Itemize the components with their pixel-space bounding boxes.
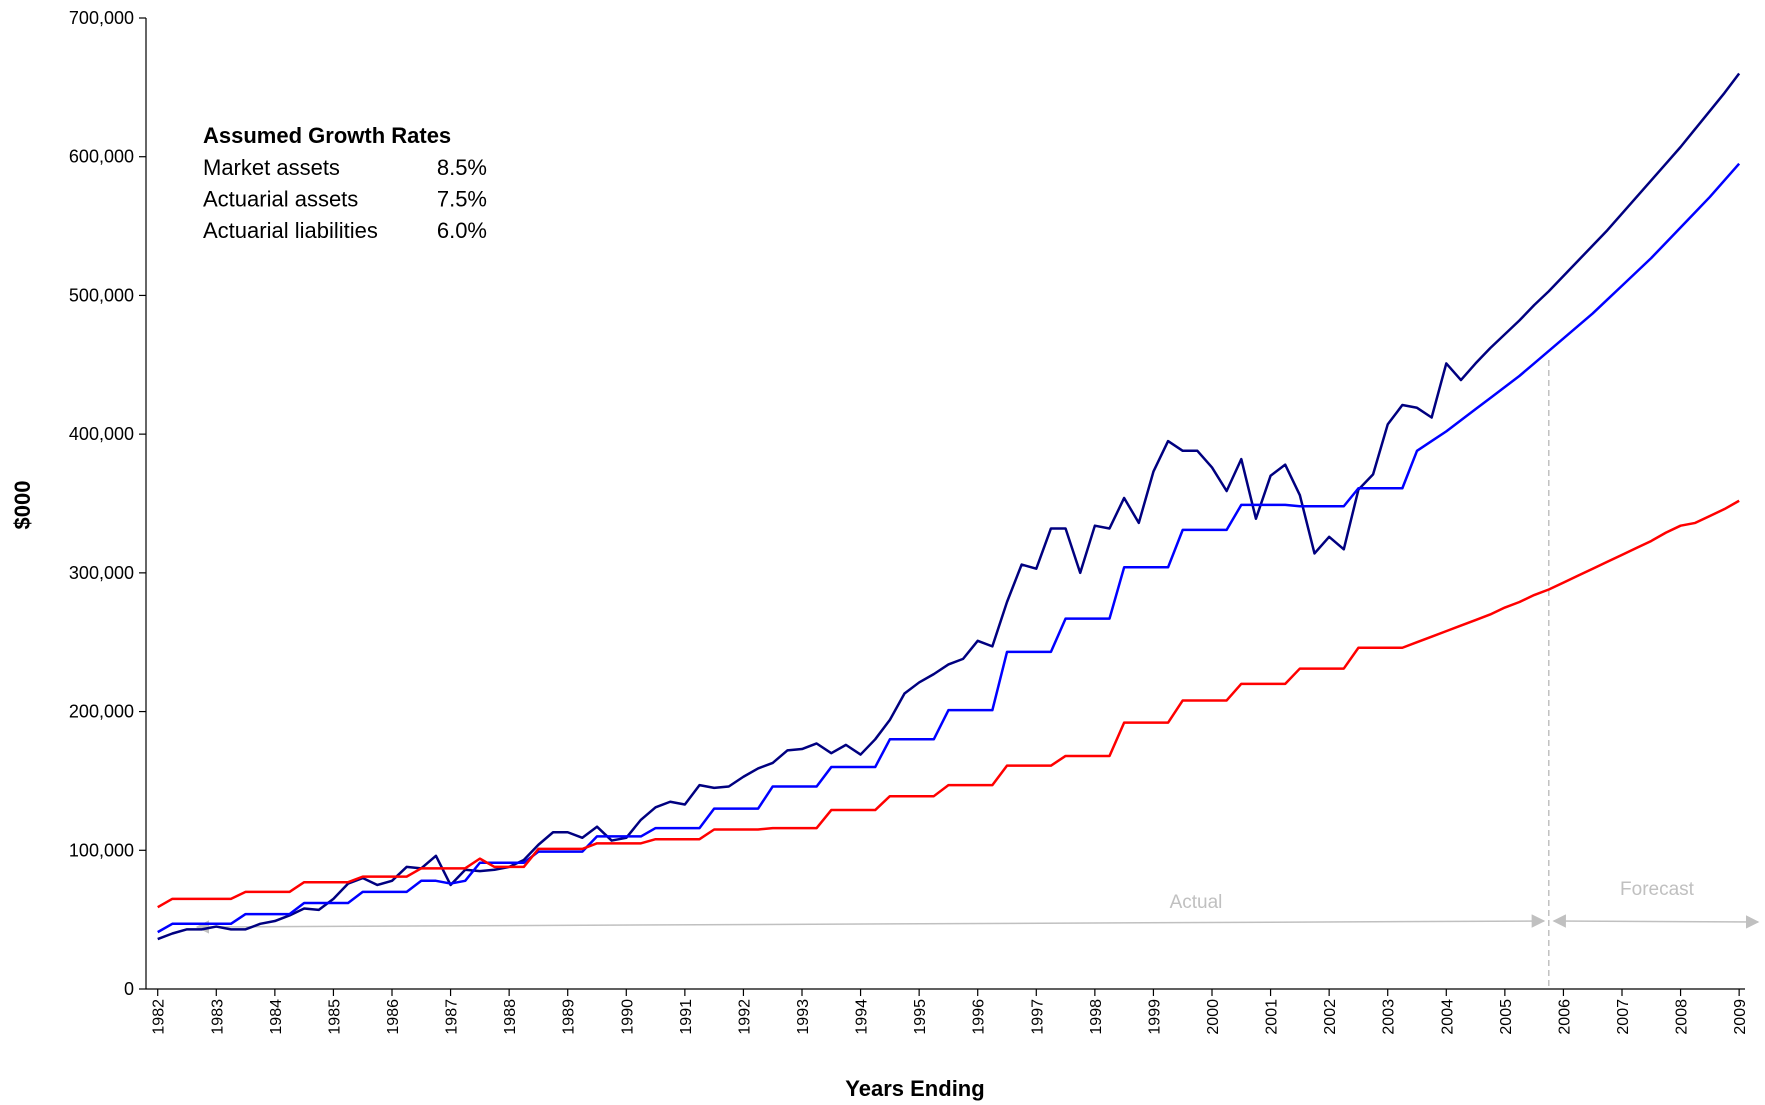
x-tick-label: 1982 [151, 999, 168, 1035]
y-tick-label: 400,000 [69, 424, 134, 444]
growth-rates-table: Market assets 8.5% Actuarial assets 7.5% Act… [203, 155, 487, 243]
actual-arrow [195, 914, 1546, 934]
x-tick-label: 1986 [385, 999, 402, 1035]
x-tick-label: 2009 [1732, 999, 1749, 1035]
x-tick-label: 1987 [444, 999, 461, 1035]
x-tick-label: 1995 [912, 999, 929, 1035]
actual-label: Actual [1170, 892, 1223, 913]
y-tick-label: 0 [124, 979, 134, 999]
series-line [157, 162, 1741, 934]
x-tick-label: 1993 [795, 999, 812, 1035]
y-tick-label: 100,000 [69, 840, 134, 860]
x-tick-label: 2002 [1322, 999, 1339, 1035]
x-tick-label: 1988 [502, 999, 519, 1035]
rate-value: 7.5% [437, 187, 487, 212]
y-tick-label: 700,000 [69, 8, 134, 28]
x-tick-label: 2001 [1264, 999, 1281, 1035]
y-axis-title: $000 [10, 481, 35, 530]
growth-rates-title: Assumed Growth Rates [203, 123, 451, 148]
rate-value: 6.0% [437, 218, 487, 243]
x-tick-label: 1994 [854, 999, 871, 1035]
x-tick-label: 1990 [619, 999, 636, 1035]
y-tick-label: 500,000 [69, 285, 134, 305]
forecast-label: Forecast [1620, 879, 1695, 900]
x-tick-label: 1985 [326, 999, 343, 1035]
y-tick-label: 200,000 [69, 702, 134, 722]
x-tick-label: 1996 [971, 999, 988, 1035]
x-axis-title: Years Ending [845, 1076, 984, 1101]
rate-name: Market assets [203, 155, 340, 180]
x-tick-label: 2005 [1498, 999, 1515, 1035]
rate-value: 8.5% [437, 155, 487, 180]
x-tick-label: 2000 [1205, 999, 1222, 1035]
rate-name: Actuarial liabilities [203, 218, 378, 243]
x-tick-label: 1984 [268, 999, 285, 1035]
x-tick-label: 1991 [678, 999, 695, 1035]
x-tick-label: 2004 [1439, 999, 1456, 1035]
x-tick-label: 2003 [1381, 999, 1398, 1035]
x-tick-label: 2006 [1556, 999, 1573, 1035]
rate-name: Actuarial assets [203, 187, 358, 212]
series-line [157, 72, 1741, 941]
x-tick-label: 2008 [1674, 999, 1691, 1035]
x-tick-label: 1998 [1088, 999, 1105, 1035]
x-tick-label: 1999 [1146, 999, 1163, 1035]
x-tick-label: 1989 [561, 999, 578, 1035]
x-tick-label: 1997 [1029, 999, 1046, 1035]
x-tick-label: 1992 [736, 999, 753, 1035]
x-tick-label: 1983 [209, 999, 226, 1035]
y-tick-label: 300,000 [69, 563, 134, 583]
series-line [157, 499, 1740, 909]
x-tick-label: 2007 [1615, 999, 1632, 1035]
y-tick-label: 600,000 [69, 147, 134, 167]
forecast-arrow [1552, 914, 1760, 929]
